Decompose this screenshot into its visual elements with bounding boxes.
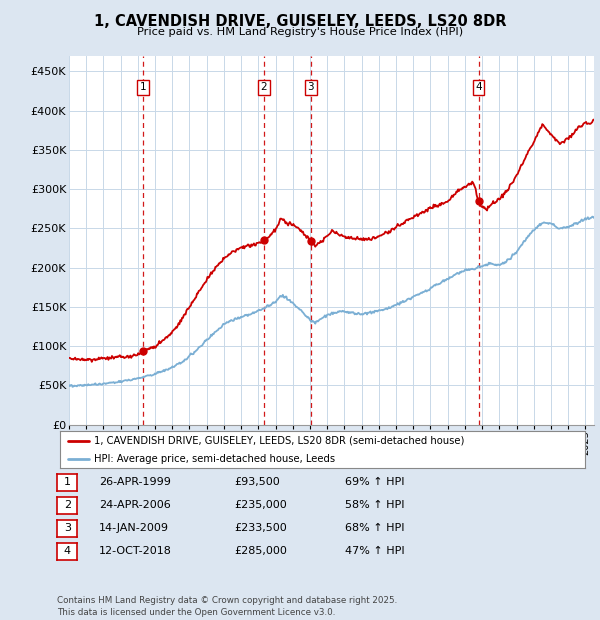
Text: 26-APR-1999: 26-APR-1999 [99, 477, 171, 487]
Text: 24-APR-2006: 24-APR-2006 [99, 500, 171, 510]
Text: £235,000: £235,000 [234, 500, 287, 510]
Text: 1, CAVENDISH DRIVE, GUISELEY, LEEDS, LS20 8DR: 1, CAVENDISH DRIVE, GUISELEY, LEEDS, LS2… [94, 14, 506, 29]
Text: HPI: Average price, semi-detached house, Leeds: HPI: Average price, semi-detached house,… [94, 454, 335, 464]
Text: 12-OCT-2018: 12-OCT-2018 [99, 546, 172, 556]
Text: Contains HM Land Registry data © Crown copyright and database right 2025.
This d: Contains HM Land Registry data © Crown c… [57, 596, 397, 617]
Text: 2: 2 [260, 82, 267, 92]
Text: 69% ↑ HPI: 69% ↑ HPI [345, 477, 404, 487]
Text: 1: 1 [64, 477, 71, 487]
Text: 2: 2 [64, 500, 71, 510]
Text: 3: 3 [64, 523, 71, 533]
Text: 4: 4 [64, 546, 71, 556]
Text: 47% ↑ HPI: 47% ↑ HPI [345, 546, 404, 556]
Text: 14-JAN-2009: 14-JAN-2009 [99, 523, 169, 533]
Text: 58% ↑ HPI: 58% ↑ HPI [345, 500, 404, 510]
Text: 1: 1 [140, 82, 146, 92]
Text: £233,500: £233,500 [234, 523, 287, 533]
Text: £93,500: £93,500 [234, 477, 280, 487]
Text: Price paid vs. HM Land Registry's House Price Index (HPI): Price paid vs. HM Land Registry's House … [137, 27, 463, 37]
Text: 1, CAVENDISH DRIVE, GUISELEY, LEEDS, LS20 8DR (semi-detached house): 1, CAVENDISH DRIVE, GUISELEY, LEEDS, LS2… [94, 436, 464, 446]
Text: £285,000: £285,000 [234, 546, 287, 556]
Text: 4: 4 [475, 82, 482, 92]
Text: 3: 3 [307, 82, 314, 92]
Text: 68% ↑ HPI: 68% ↑ HPI [345, 523, 404, 533]
